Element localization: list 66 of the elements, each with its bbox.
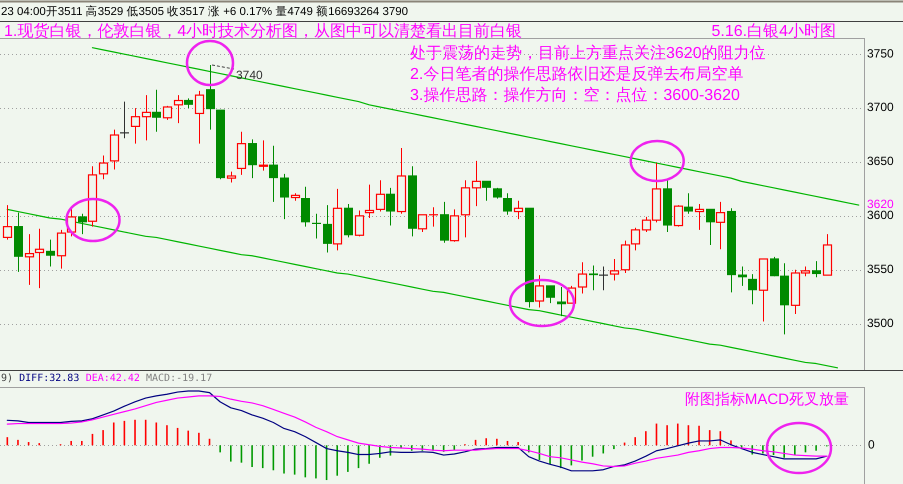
candlestick [46,239,55,268]
candlestick [34,228,44,289]
candlestick [557,286,566,317]
candlestick [130,108,140,144]
candlestick [630,227,640,251]
candlestick [184,98,193,109]
candlestick [24,234,34,286]
candlestick [248,138,257,179]
candlestick [514,200,524,220]
candlestick [206,64,215,130]
annotation: 1.现货白银，伦敦白银，4小时技术分析图，从图中可以清楚看出目前白银 [4,22,522,40]
line-series [6,208,838,368]
annotation: 3.操作思路：操作方向：空：点位：3600-3620 [410,86,740,104]
candlestick [142,94,152,141]
candlestick [684,192,693,214]
candlestick [194,90,204,144]
legend-title: 9) [1,373,14,384]
ref-line-label: 0 [868,438,875,452]
candlestick [376,180,386,212]
candlestick [269,145,278,202]
candlestick [610,258,620,282]
text: DEA:42.42 [86,373,140,384]
candlestick [2,204,12,240]
candlestick [418,214,428,233]
candlestick [152,89,161,132]
annotation: 3740 [236,68,264,82]
y-tick-label: 3550 [867,262,894,276]
text: MACD:-19.17 [146,373,212,384]
candlestick [323,204,332,254]
candlestick [78,213,87,235]
candlestick [280,173,289,220]
candlestick [748,274,757,305]
candlestick [162,105,172,120]
candlestick [493,187,502,200]
candlestick [354,210,364,237]
candlestick [706,208,715,246]
candlestick [472,160,482,207]
candlestick [812,260,821,278]
candlestick [258,140,268,172]
annotation: 附图指标MACD死叉放量 [684,391,849,408]
candlestick [226,171,236,183]
candlestick [589,264,598,291]
candlestick [503,192,512,216]
chart-title: 5.16.白银4小时图 [712,22,836,40]
candlestick [98,154,108,180]
candlestick [482,180,491,202]
annotation: 处于震荡的走势，目前上方重点关注3620的阻力位 [410,44,766,62]
annotation: 2.今日笔者的操作思路依旧还是反弹去布局空单 [410,65,744,83]
candlestick [694,204,704,230]
candlestick [56,229,66,270]
text: DIFF:32.83 [19,373,80,384]
candlestick [546,285,555,304]
y-tick-label: 3750 [867,46,894,60]
chart-subtitle: 23 04:00开3511 高3529 低3505 收3517 涨 +6 0.17% 量4749 额16693264 3790 [1,4,408,18]
y-tick-label: 3700 [867,100,894,114]
y-tick-label: 3500 [867,316,894,330]
candlestick [429,206,438,228]
candlestick [364,184,374,219]
candlestick [386,187,395,226]
candlestick [738,266,747,286]
candlestick [716,201,726,250]
y-tick-label: 3650 [867,154,894,168]
candlestick [534,274,544,308]
candlestick [578,262,588,294]
candlestick [174,94,184,124]
candlestick [674,204,684,228]
